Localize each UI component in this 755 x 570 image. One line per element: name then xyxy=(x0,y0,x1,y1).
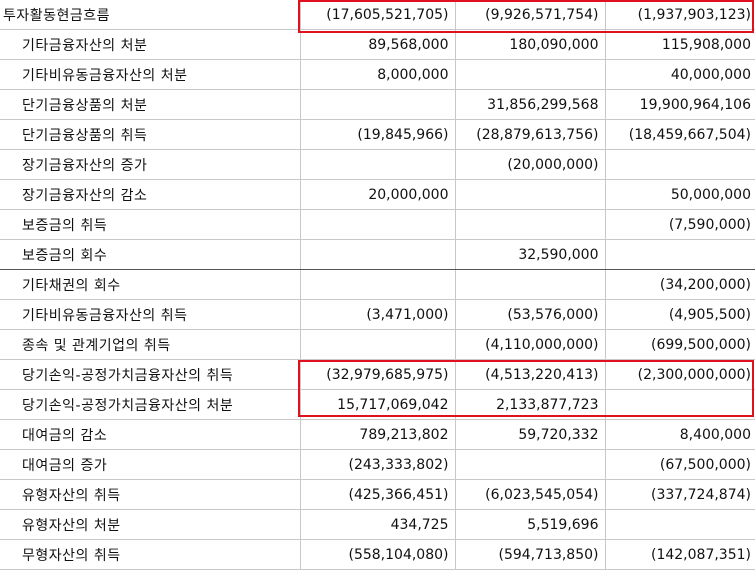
value-col-1: (19,845,966) xyxy=(299,119,455,150)
value-col-1: 15,717,069,042 xyxy=(299,389,455,420)
table-row: 보증금의 회수 32,590,000 xyxy=(0,239,755,270)
value-col-1: (425,366,451) xyxy=(299,479,455,510)
value-col-1 xyxy=(299,329,455,360)
table-row: 단기금융상품의 처분 31,856,299,568 19,900,964,106 xyxy=(0,89,755,120)
value-col-1 xyxy=(299,209,455,240)
value-col-2 xyxy=(454,59,605,90)
value-col-3: (142,087,351) xyxy=(604,539,755,570)
value-col-2: (9,926,571,754) xyxy=(454,0,605,30)
table-row: 무형자산의 취득 (558,104,080) (594,713,850) (142,0… xyxy=(0,539,755,570)
table-row: 단기금융상품의 취득 (19,845,966) (28,879,613,756) (1… xyxy=(0,119,755,150)
value-col-2: (28,879,613,756) xyxy=(454,119,605,150)
value-col-1: 789,213,802 xyxy=(299,419,455,450)
table-row: 기타채권의 회수 (34,200,000) xyxy=(0,269,755,300)
table-row: 보증금의 취득 (7,590,000) xyxy=(0,209,755,240)
table-row: 기타비유동금융자산의 취득 (3,471,000) (53,576,000) (4,9… xyxy=(0,299,755,330)
value-col-3: (18,459,667,504) xyxy=(604,119,755,150)
row-label: 장기금융자산의 감소 xyxy=(0,179,300,210)
value-col-2: (20,000,000) xyxy=(454,149,605,180)
table-row: 대여금의 증가 (243,333,802) (67,500,000) xyxy=(0,449,755,480)
value-col-3: 50,000,000 xyxy=(604,179,755,210)
table-row: 당기손익-공정가치금융자산의 처분 15,717,069,042 2,133,877… xyxy=(0,389,755,420)
value-col-1: (17,605,521,705) xyxy=(299,0,455,30)
row-label: 당기손익-공정가치금융자산의 취득 xyxy=(0,359,300,390)
table-row: 대여금의 감소 789,213,802 59,720,332 8,400,000 xyxy=(0,419,755,450)
value-col-3 xyxy=(604,239,755,270)
table-row: 유형자산의 처분 434,725 5,519,696 xyxy=(0,509,755,540)
table-row: 유형자산의 취득 (425,366,451) (6,023,545,054) (337… xyxy=(0,479,755,510)
table-row-total: 투자활동현금흐름 (17,605,521,705) (9,926,571,754)(… xyxy=(0,0,755,30)
row-label: 투자활동현금흐름 xyxy=(0,0,300,30)
row-label: 기타금융자산의 처분 xyxy=(0,29,300,60)
row-label: 당기손익-공정가치금융자산의 처분 xyxy=(0,389,300,420)
value-col-2: 59,720,332 xyxy=(454,419,605,450)
value-col-3: (699,500,000) xyxy=(604,329,755,360)
value-col-2 xyxy=(454,209,605,240)
row-label: 기타비유동금융자산의 취득 xyxy=(0,299,300,330)
value-col-3: 115,908,000 xyxy=(604,29,755,60)
table-row: 기타금융자산의 처분 89,568,000 180,090,000 115,908,0… xyxy=(0,29,755,60)
value-col-3: (67,500,000) xyxy=(604,449,755,480)
value-col-3: 19,900,964,106 xyxy=(604,89,755,120)
value-col-1: (32,979,685,975) xyxy=(299,359,455,390)
value-col-3: (4,905,500) xyxy=(604,299,755,330)
value-col-2: (53,576,000) xyxy=(454,299,605,330)
row-label: 무형자산의 취득 xyxy=(0,539,300,570)
value-col-2 xyxy=(454,269,605,300)
value-col-1 xyxy=(299,239,455,270)
value-col-1 xyxy=(299,149,455,180)
value-col-1: (243,333,802) xyxy=(299,449,455,480)
value-col-2 xyxy=(454,179,605,210)
row-label: 유형자산의 취득 xyxy=(0,479,300,510)
value-col-2: 31,856,299,568 xyxy=(454,89,605,120)
table-row: 당기손익-공정가치금융자산의 취득 (32,979,685,975) (4,513,… xyxy=(0,359,755,390)
value-col-1: 8,000,000 xyxy=(299,59,455,90)
value-col-2: (6,023,545,054) xyxy=(454,479,605,510)
value-col-1: (3,471,000) xyxy=(299,299,455,330)
row-label: 보증금의 취득 xyxy=(0,209,300,240)
value-col-2: (594,713,850) xyxy=(454,539,605,570)
table-row: 장기금융자산의 감소 20,000,000 50,000,000 xyxy=(0,179,755,210)
row-label: 대여금의 감소 xyxy=(0,419,300,450)
value-col-3: 8,400,000 xyxy=(604,419,755,450)
value-col-2: 32,590,000 xyxy=(454,239,605,270)
value-col-2: 5,519,696 xyxy=(454,509,605,540)
value-col-3: (2,300,000,000) xyxy=(604,359,755,390)
row-label: 장기금융자산의 증가 xyxy=(0,149,300,180)
value-col-2 xyxy=(454,449,605,480)
row-label: 보증금의 회수 xyxy=(0,239,300,270)
value-col-3: (337,724,874) xyxy=(604,479,755,510)
value-col-3 xyxy=(604,509,755,540)
value-col-3: 40,000,000 xyxy=(604,59,755,90)
value-col-2: 180,090,000 xyxy=(454,29,605,60)
value-col-3: (34,200,000) xyxy=(604,269,755,300)
table-row: 장기금융자산의 증가 (20,000,000) xyxy=(0,149,755,180)
value-col-2: (4,513,220,413) xyxy=(454,359,605,390)
value-col-1: 89,568,000 xyxy=(299,29,455,60)
value-col-3 xyxy=(604,149,755,180)
value-col-1 xyxy=(299,269,455,300)
value-col-1: (558,104,080) xyxy=(299,539,455,570)
row-label: 대여금의 증가 xyxy=(0,449,300,480)
table-row: 기타비유동금융자산의 처분 8,000,000 40,000,000 xyxy=(0,59,755,90)
value-col-3: (7,590,000) xyxy=(604,209,755,240)
value-col-1: 434,725 xyxy=(299,509,455,540)
value-col-3 xyxy=(604,389,755,420)
value-col-1: 20,000,000 xyxy=(299,179,455,210)
row-label: 유형자산의 처분 xyxy=(0,509,300,540)
row-label: 기타채권의 회수 xyxy=(0,269,300,300)
value-col-3: (1,937,903,123) xyxy=(604,0,755,30)
value-col-2: (4,110,000,000) xyxy=(454,329,605,360)
value-col-1 xyxy=(299,89,455,120)
table-row: 종속 및 관계기업의 취득 (4,110,000,000) (699,500,000… xyxy=(0,329,755,360)
row-label: 기타비유동금융자산의 처분 xyxy=(0,59,300,90)
row-label: 단기금융상품의 처분 xyxy=(0,89,300,120)
value-col-2: 2,133,877,723 xyxy=(454,389,605,420)
row-label: 단기금융상품의 취득 xyxy=(0,119,300,150)
row-label: 종속 및 관계기업의 취득 xyxy=(0,329,300,360)
